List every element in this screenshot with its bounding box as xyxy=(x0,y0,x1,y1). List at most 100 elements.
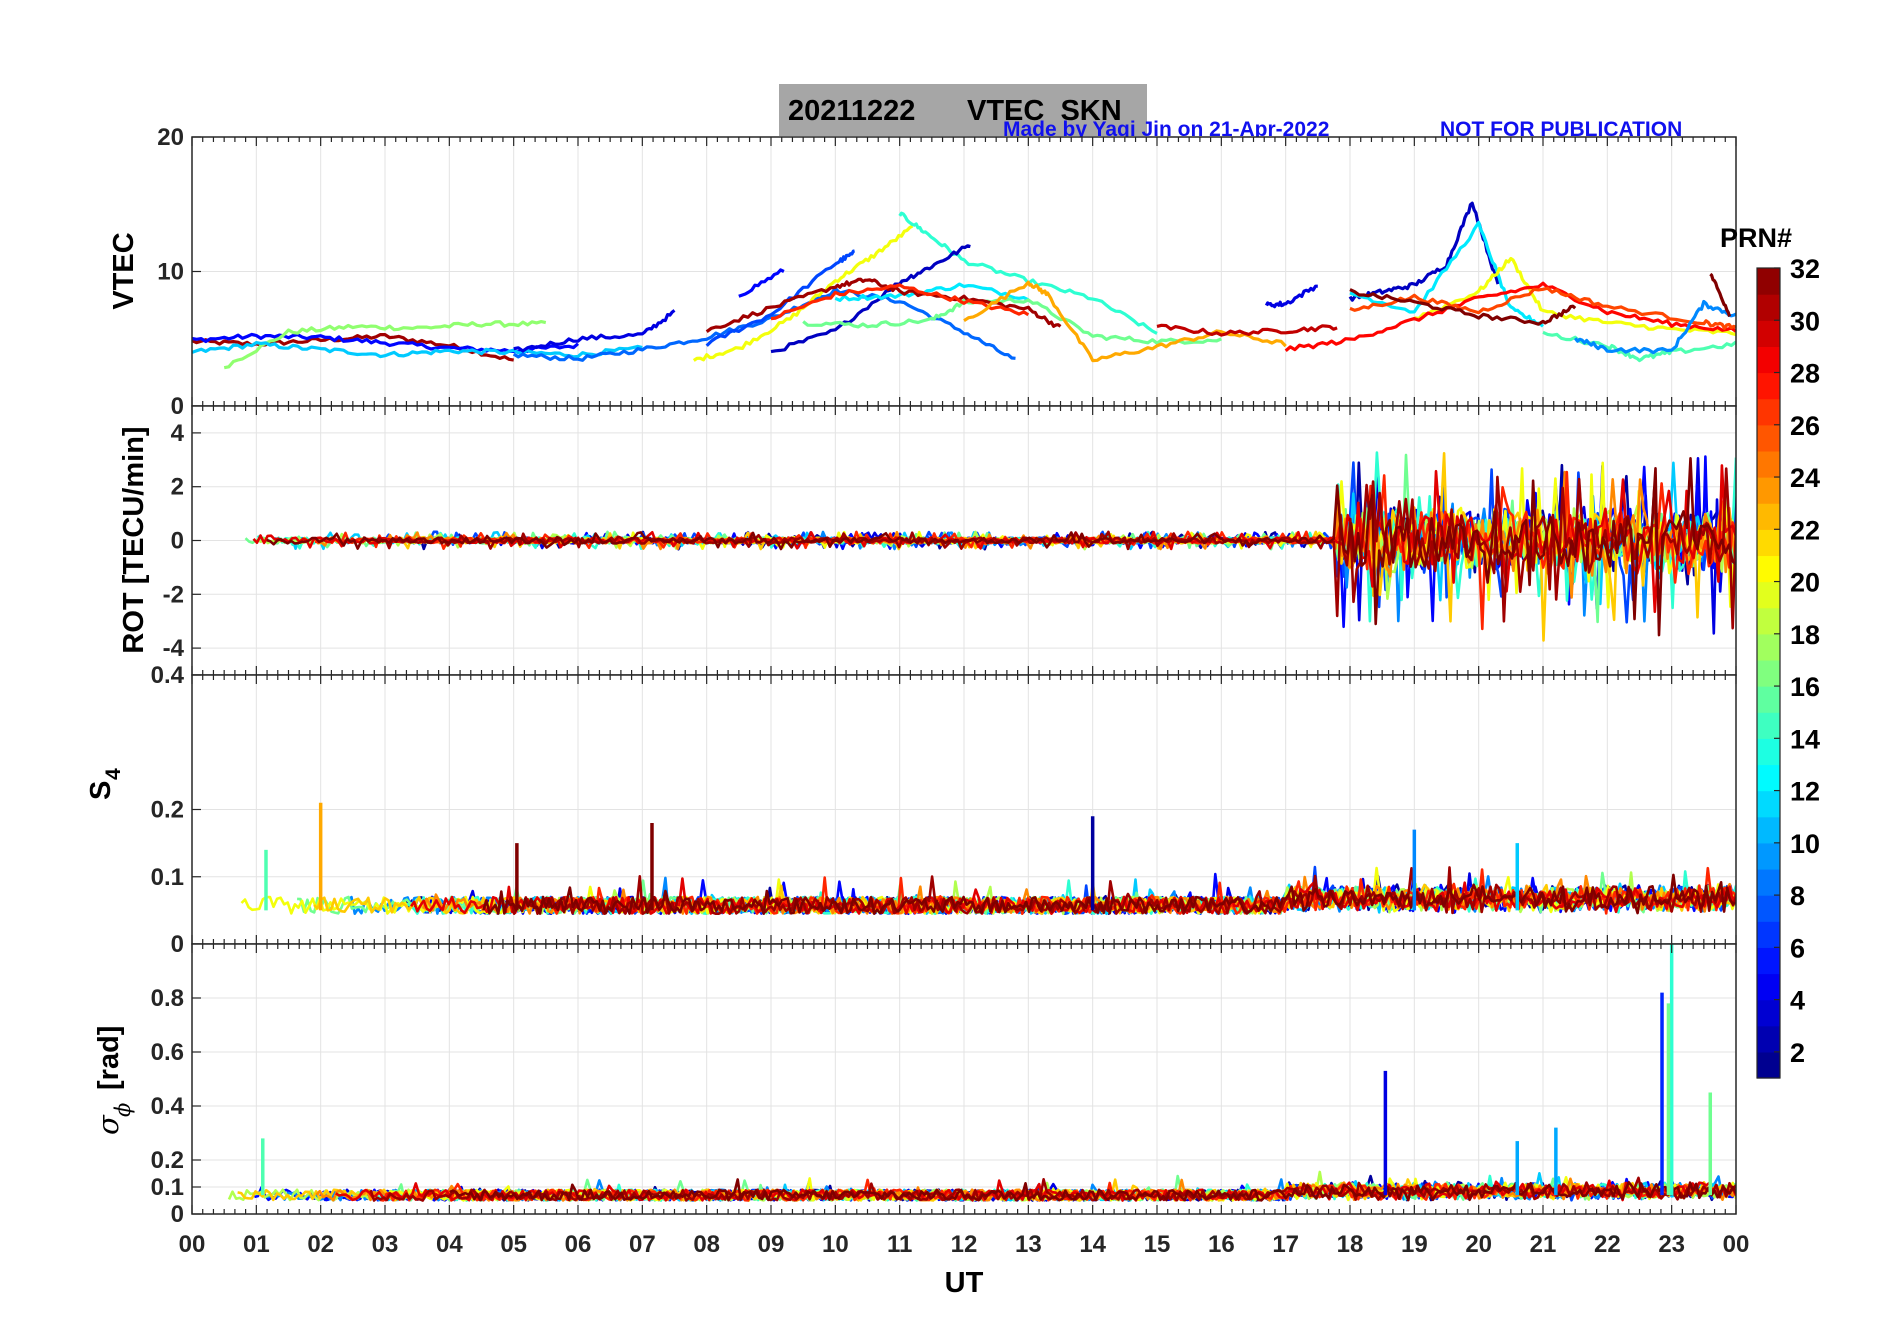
svg-text:S: S xyxy=(85,781,117,800)
colorbar-segment xyxy=(1757,868,1780,896)
vtec-series-prn-3 xyxy=(1348,201,1500,302)
x-tick-label: 08 xyxy=(693,1231,720,1258)
colorbar-segment xyxy=(1757,999,1780,1027)
rot-y-tick-label: -4 xyxy=(163,635,185,662)
colorbar-segment xyxy=(1757,346,1780,374)
vtec-series-prn-12 xyxy=(834,282,1029,302)
x-tick-label: 05 xyxy=(500,1231,527,1258)
colorbar-segment xyxy=(1757,790,1780,818)
colorbar-tick-label: 14 xyxy=(1790,724,1820,754)
colorbar-segment xyxy=(1757,633,1780,661)
colorbar-label: PRN# xyxy=(1720,223,1792,253)
colorbar-segment xyxy=(1757,555,1780,583)
colorbar-segment xyxy=(1757,712,1780,739)
colorbar-segment xyxy=(1757,738,1780,766)
vtec-y-tick-label: 10 xyxy=(157,259,184,286)
s4-panel: 0 0.1 0.2 0.4 xyxy=(151,662,1737,958)
vtec-series-prn-31 xyxy=(705,277,1062,333)
title-date: 20211222 xyxy=(788,95,915,127)
x-tick-label: 16 xyxy=(1208,1231,1235,1258)
sigma-phi-series-prn-32 xyxy=(449,1178,1736,1202)
vtec-series-prn-26 xyxy=(1349,286,1736,330)
x-tick-label: 10 xyxy=(822,1231,849,1258)
s4-y-tick-label: 0 xyxy=(171,931,184,958)
x-tick-label: 12 xyxy=(951,1231,978,1258)
x-tick-label: 11 xyxy=(887,1231,912,1258)
svg-text:4: 4 xyxy=(102,768,125,780)
colorbar-tick-label: 26 xyxy=(1790,411,1820,441)
colorbar-segment xyxy=(1757,686,1780,713)
svg-text:ϕ: ϕ xyxy=(111,1103,135,1117)
vtec-series-prn-32 xyxy=(1709,272,1732,318)
s4-y-tick-labels: 0 0.1 0.2 0.4 xyxy=(151,662,201,958)
colorbar-tick-label: 6 xyxy=(1790,933,1805,963)
x-tick-label: 00 xyxy=(1723,1231,1750,1258)
vtec-series-prn-7 xyxy=(705,249,855,347)
colorbar-tick-label: 20 xyxy=(1790,568,1820,598)
s4-x-ticks xyxy=(191,675,1737,944)
colorbar-segment xyxy=(1757,424,1780,452)
colorbar-tick-label: 4 xyxy=(1790,986,1805,1016)
x-tick-label: 18 xyxy=(1337,1231,1364,1258)
colorbar-segment xyxy=(1757,268,1780,295)
colorbar-frame xyxy=(1756,267,1781,1079)
colorbar-segment xyxy=(1757,1025,1780,1053)
vtec-series-prn-28 xyxy=(1284,281,1736,353)
s4-y-tick-label: 0.1 xyxy=(151,864,184,891)
colorbar-segment xyxy=(1757,372,1780,400)
s4-series-group xyxy=(240,802,1736,915)
x-tick-label: 20 xyxy=(1465,1231,1492,1258)
sigma-phi-series-group xyxy=(227,944,1736,1202)
sigma-phi-y-tick-label: 0.4 xyxy=(151,1093,185,1120)
colorbar-segment xyxy=(1757,320,1780,347)
colorbar-segment xyxy=(1757,947,1780,975)
x-tick-label: 17 xyxy=(1272,1231,1299,1258)
x-tick-label: 13 xyxy=(1015,1231,1042,1258)
s4-y-tick-label: 0.4 xyxy=(151,662,185,689)
sigma-phi-y-tick-label: 0.6 xyxy=(151,1039,184,1066)
x-tick-label: 22 xyxy=(1594,1231,1621,1258)
sigma-phi-y-tick-label: 0.1 xyxy=(151,1174,184,1201)
x-tick-labels: 00 01 02 03 04 05 06 07 08 09 10 11 12 13 14 15 16 17 18 19… xyxy=(179,1231,1750,1258)
svg-text:[rad]: [rad] xyxy=(93,1026,125,1090)
colorbar-tick-label: 28 xyxy=(1790,359,1820,389)
x-tick-label: 04 xyxy=(436,1231,463,1258)
title-box xyxy=(779,84,1147,136)
vtec-series-group xyxy=(192,201,1736,370)
colorbar-tick-label: 8 xyxy=(1790,881,1805,911)
colorbar-tick-label: 12 xyxy=(1790,777,1820,807)
colorbar-tick-label: 32 xyxy=(1790,254,1820,284)
x-tick-label: 03 xyxy=(372,1231,399,1258)
colorbar-tick-label: 10 xyxy=(1790,829,1820,859)
sigma-phi-y-tick-label: 0.8 xyxy=(151,985,184,1012)
sigma-phi-y-tick-label: 0.2 xyxy=(151,1147,184,1174)
vtec-panel: 0 10 20 xyxy=(157,124,1737,420)
x-tick-label: 07 xyxy=(629,1231,656,1258)
x-tick-label: 15 xyxy=(1144,1231,1171,1258)
rot-y-tick-labels: -4 -2 0 2 4 xyxy=(163,420,201,662)
vtec-y-tick-label: 0 xyxy=(171,393,184,420)
rot-y-tick-label: 4 xyxy=(171,420,185,447)
credit-author: Made by Yaqi Jin on 21-Apr-2022 xyxy=(1003,118,1329,141)
colorbar-segment xyxy=(1757,1051,1780,1079)
x-tick-label: 21 xyxy=(1530,1231,1557,1258)
title-station: VTEC SKN xyxy=(967,95,1122,127)
colorbar-tick-label: 22 xyxy=(1790,515,1820,545)
vtec-series-prn-20 xyxy=(692,224,914,362)
x-tick-label: 06 xyxy=(565,1231,592,1258)
colorbar-tick-label: 24 xyxy=(1790,463,1820,493)
vtec-series-prn-12 xyxy=(1349,220,1545,328)
x-axis-label: UT xyxy=(945,1267,984,1299)
s4-y-tick-label: 0.2 xyxy=(151,797,184,824)
x-tick-label: 14 xyxy=(1079,1231,1106,1258)
x-tick-label: 02 xyxy=(307,1231,334,1258)
colorbar-tick-label: 2 xyxy=(1790,1038,1805,1068)
x-tick-label: 00 xyxy=(179,1231,206,1258)
colorbar-tick-label: 18 xyxy=(1790,620,1820,650)
colorbar-segment xyxy=(1757,398,1780,426)
colorbar-segment xyxy=(1757,973,1780,1001)
vtec-series-prn-4 xyxy=(1264,284,1318,309)
vtec-series-prn-14 xyxy=(898,211,1158,335)
vtec-series-prn-5 xyxy=(738,268,785,298)
